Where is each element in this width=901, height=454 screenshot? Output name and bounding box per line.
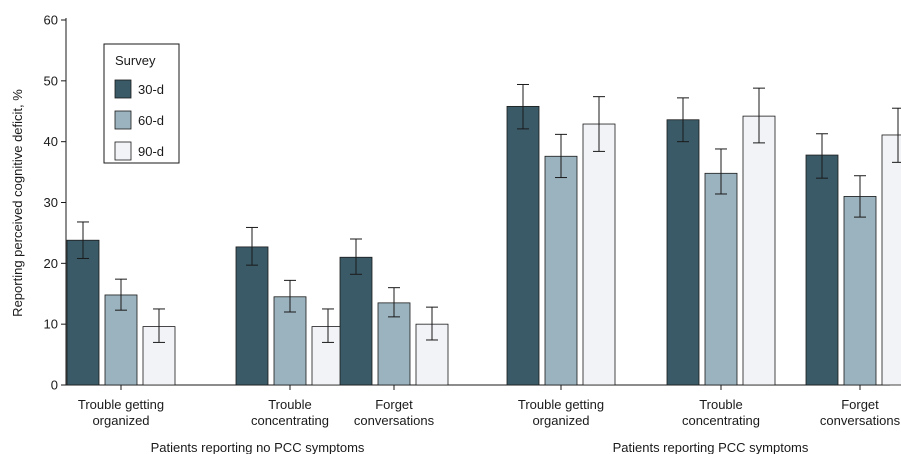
category-labels: Trouble gettingorganizedTroubleconcentra… bbox=[78, 397, 901, 454]
y-tick-label: 20 bbox=[44, 256, 58, 271]
bar bbox=[339, 256, 373, 386]
bar bbox=[666, 119, 700, 386]
y-axis-title: Reporting perceived cognitive deficit, % bbox=[10, 89, 25, 317]
category-label: Forget bbox=[841, 397, 879, 412]
bar bbox=[742, 115, 776, 386]
category-label: conversations bbox=[354, 413, 435, 428]
legend-swatch bbox=[114, 79, 132, 99]
category-label: Trouble getting bbox=[78, 397, 164, 412]
bar bbox=[881, 134, 901, 386]
bars bbox=[66, 105, 901, 386]
category-label: organized bbox=[92, 413, 149, 428]
bar bbox=[805, 154, 839, 386]
bar bbox=[582, 123, 616, 386]
group-label: Patients reporting no PCC symptoms bbox=[151, 440, 365, 454]
legend-swatch bbox=[114, 141, 132, 161]
error-bars bbox=[77, 83, 901, 343]
axes: 0 10 20 30 40 50 60 bbox=[44, 13, 890, 393]
legend-swatch bbox=[114, 110, 132, 130]
bar bbox=[66, 239, 100, 386]
bar bbox=[544, 155, 578, 386]
legend-title: Survey bbox=[115, 53, 156, 68]
y-tick-label: 60 bbox=[44, 13, 58, 28]
category-label: concentrating bbox=[682, 413, 760, 428]
group-label: Patients reporting PCC symptoms bbox=[613, 440, 809, 454]
y-tick-label: 0 bbox=[51, 378, 58, 393]
category-label: Forget bbox=[375, 397, 413, 412]
legend-label: 60-d bbox=[138, 113, 164, 128]
bar bbox=[235, 246, 269, 386]
y-tick-label: 40 bbox=[44, 134, 58, 149]
category-label: conversations bbox=[820, 413, 901, 428]
category-label: Trouble getting bbox=[518, 397, 604, 412]
y-tick-label: 10 bbox=[44, 317, 58, 332]
legend-label: 90-d bbox=[138, 144, 164, 159]
bar bbox=[843, 196, 877, 386]
y-tick-label: 50 bbox=[44, 73, 58, 88]
category-label: organized bbox=[532, 413, 589, 428]
category-label: Trouble bbox=[699, 397, 743, 412]
category-label: Trouble bbox=[268, 397, 312, 412]
legend-label: 30-d bbox=[138, 82, 164, 97]
y-tick-label: 30 bbox=[44, 195, 58, 210]
bar bbox=[506, 105, 540, 386]
bar bbox=[704, 172, 738, 386]
category-label: concentrating bbox=[251, 413, 329, 428]
legend: Survey 30-d 60-d 90-d bbox=[103, 43, 180, 164]
